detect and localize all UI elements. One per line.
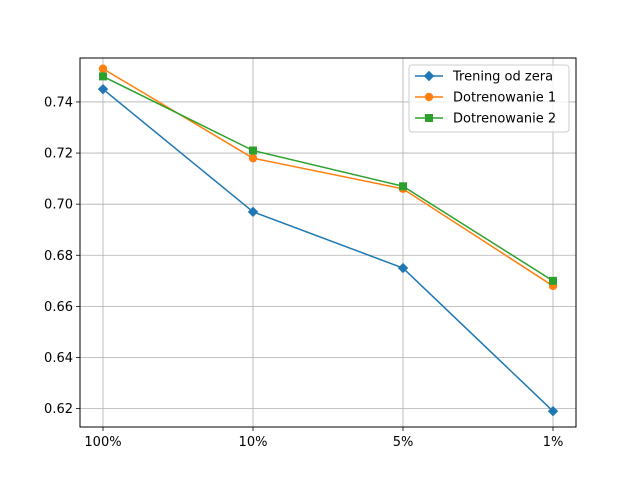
- data-point-dotrenowanie-2: [549, 276, 557, 285]
- legend-label: Trening od zera: [452, 70, 553, 85]
- y-tick-label: 0.66: [44, 300, 73, 315]
- y-tick-label: 0.62: [44, 402, 73, 417]
- y-tick-label: 0.72: [44, 147, 73, 162]
- legend-marker: [425, 114, 433, 122]
- series-dotrenowanie-2: [99, 72, 557, 285]
- plot-frame: [79, 57, 577, 428]
- data-point-trening-od-zera: [397, 262, 409, 274]
- legend-entry-trening-od-zera: Trening od zera: [415, 70, 553, 85]
- x-tick-label: 100%: [84, 435, 121, 450]
- legend-box: [408, 64, 570, 133]
- series-group: [97, 64, 559, 417]
- legend-marker: [423, 70, 435, 82]
- data-point-trening-od-zera: [97, 83, 109, 95]
- data-point-trening-od-zera: [247, 206, 259, 218]
- x-tick-label: 5%: [393, 435, 414, 450]
- legend-marker: [424, 92, 434, 102]
- x-tick-label: 10%: [239, 435, 268, 450]
- y-tick-label: 0.64: [44, 351, 73, 366]
- series-line-trening-od-zera: [102, 88, 554, 412]
- ticks: 100% 10% 5% 1% 0.62 0.64 0.66 0.68 0.70 0.72 0.74: [44, 95, 563, 450]
- data-point-dotrenowanie-2: [99, 72, 107, 81]
- legend-label: Dotrenowanie 2: [453, 112, 556, 127]
- data-point-dotrenowanie-1: [248, 153, 258, 163]
- data-point-dotrenowanie-1: [98, 64, 108, 73]
- series-line-dotrenowanie-2: [102, 75, 554, 282]
- y-tick-label: 0.68: [44, 249, 73, 264]
- legend: Trening od zera Dotrenowanie 1 Dotrenowani…: [408, 64, 570, 133]
- legend-label: Dotrenowanie 1: [453, 91, 556, 106]
- data-point-dotrenowanie-2: [249, 146, 257, 155]
- legend-entry-dotrenowanie-1: Dotrenowanie 1: [415, 91, 556, 106]
- series-trening-od-zera: [97, 83, 559, 417]
- legend-entry-dotrenowanie-2: Dotrenowanie 2: [415, 112, 556, 127]
- x-tick-label: 1%: [543, 435, 564, 450]
- data-point-trening-od-zera: [547, 405, 559, 417]
- data-point-dotrenowanie-2: [399, 182, 407, 191]
- y-tick-label: 0.74: [44, 95, 73, 110]
- y-tick-label: 0.70: [44, 198, 73, 213]
